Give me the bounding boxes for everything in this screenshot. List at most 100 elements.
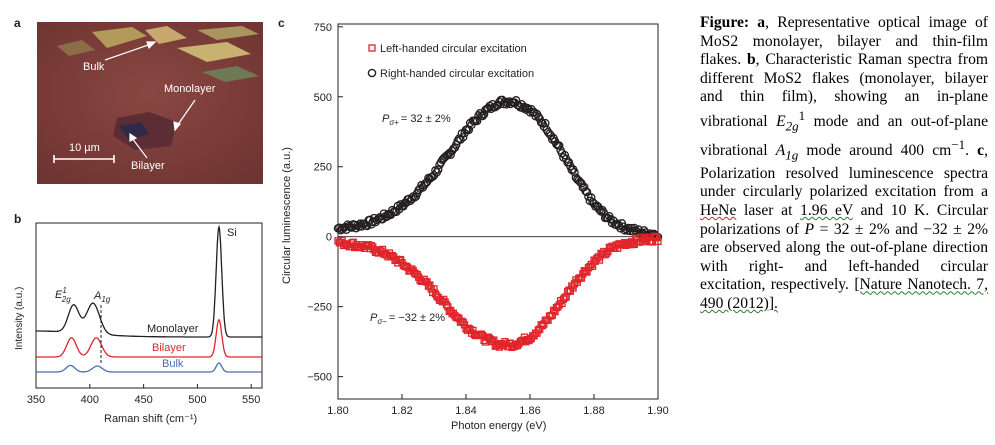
a1g-label: A1g [93, 290, 111, 304]
bilayer-curve-label: Bilayer [152, 342, 186, 354]
raman-x-tick-label: 450 [134, 394, 152, 406]
legend: Left-handed circular excitation Right-ha… [367, 43, 534, 80]
right-handed-point [474, 111, 483, 120]
caption-a1g: A [775, 142, 786, 160]
lum-plot-area [337, 23, 659, 400]
raman-x-tick-label: 350 [27, 394, 45, 406]
right-handed-point [442, 151, 451, 161]
caption-c-text: , Polarization resolved luminescence spe… [700, 142, 988, 201]
lum-x-tick-label: 1.86 [519, 405, 540, 417]
lum-y-tick-label: 500 [314, 92, 332, 104]
caption-cm-sup: −1 [951, 136, 966, 152]
bulk-flake [202, 66, 259, 82]
bulk-flake [177, 42, 251, 62]
panel-a-letter: a [14, 16, 21, 30]
lum-x-axis-label: Photon energy (eV) [451, 420, 546, 432]
lum-x-tick-label: 1.80 [327, 405, 348, 417]
legend-circle-marker [367, 68, 377, 78]
right-handed-point [410, 193, 419, 202]
caption-citation: [Nature Nanotech. 7, 490 (2012)]. [700, 276, 988, 312]
legend-right-handed: Right-handed circular excitation [380, 68, 534, 80]
raman-x-axis-label: Raman shift (cm⁻¹) [104, 413, 197, 425]
lum-x-tick-label: 1.82 [391, 405, 412, 417]
optical-image: Bulk Monolayer Bilayer 10 µm [37, 22, 263, 184]
right-handed-point [445, 149, 454, 158]
bulk-curve-label: Bulk [162, 358, 184, 370]
lum-y-tick-label: 250 [314, 162, 332, 174]
left-handed-point [577, 274, 586, 282]
caption-b-letter: b [746, 51, 756, 69]
bulk-label: Bulk [83, 61, 105, 73]
left-handed-point [652, 233, 661, 242]
caption-e2g-sup: 1 [798, 107, 806, 123]
left-handed-point [426, 281, 434, 289]
caption-and-k: and 10 K. Circular polarizations of [700, 201, 988, 238]
right-handed-point [582, 187, 592, 197]
raman-x-tick-label: 500 [188, 394, 206, 406]
bulk-flake [197, 26, 259, 40]
panel-b-letter: b [14, 212, 22, 226]
left-handed-point [569, 284, 577, 292]
caption-a1g-sub: 1g [785, 147, 799, 163]
bulk-arrow [104, 43, 152, 61]
caption-figure-label: Figure: [700, 14, 750, 31]
right-handed-point [554, 141, 564, 150]
right-handed-point [517, 99, 526, 109]
panel-c-letter: c [278, 16, 285, 30]
raman-curve-monolayer [36, 224, 262, 338]
raman-chart: 350 400 450 500 550 E1 2g A1g Si Monolayer Bi… [14, 222, 263, 425]
right-handed-point [560, 150, 570, 160]
caption-a-letter: a [757, 14, 766, 31]
lum-y-tick-label: 750 [314, 22, 332, 34]
bulk-flake [92, 27, 147, 48]
caption-p-values: = 32 ± 2% and −32 ± 2% are observed alon… [700, 220, 988, 294]
caption-laser-text: laser at [744, 201, 793, 219]
caption-hene: HeNe [700, 201, 737, 219]
caption-b-text: , Characteristic Raman spectra from diff… [700, 51, 988, 131]
right-handed-point [595, 205, 604, 215]
right-handed-point [570, 168, 579, 177]
right-handed-point [546, 131, 556, 140]
right-handed-point [592, 201, 602, 210]
right-handed-point [472, 116, 482, 126]
right-handed-point [458, 133, 468, 142]
right-handed-point [564, 158, 574, 167]
lum-y-axis-label: Circular luminescence (a.u.) [281, 147, 293, 284]
p-minus-annotation: Pσ− = −32 ± 2% [370, 312, 445, 326]
right-handed-point [392, 207, 401, 217]
caption-p-symbol: P [804, 220, 815, 238]
monolayer-label: Monolayer [164, 83, 216, 95]
right-handed-point [433, 165, 443, 174]
legend-left-handed: Left-handed circular excitation [380, 43, 527, 55]
raman-x-tick-label: 550 [242, 394, 260, 406]
lum-y-tick-label: −250 [307, 302, 332, 314]
scale-bar-label: 10 µm [69, 142, 100, 154]
right-handed-point [522, 103, 532, 113]
lum-y-tick-label: −500 [307, 372, 332, 384]
bilayer-arrow [131, 137, 148, 159]
luminescence-chart: 1.80 1.82 1.84 1.86 1.88 1.90 750 500 250 0 −250 −5… [281, 22, 669, 432]
right-handed-point [574, 176, 583, 185]
caption-c-letter: c [977, 142, 985, 160]
p-plus-annotation: Pσ+ = 32 ± 2% [382, 113, 451, 127]
lum-x-tick-label: 1.88 [583, 405, 604, 417]
raman-curve-bulk [36, 362, 262, 373]
caption-e2g-sub: 2g [785, 118, 799, 134]
lum-x-tick-label: 1.84 [455, 405, 476, 417]
si-label: Si [227, 227, 237, 239]
raman-curve-bilayer [36, 318, 262, 358]
left-handed-point [430, 285, 438, 293]
legend-square-marker [368, 44, 376, 52]
raman-x-tick-label: 400 [81, 394, 99, 406]
raman-y-axis-label: Intensity (a.u.) [14, 287, 25, 350]
right-handed-point [372, 215, 382, 225]
caption-e2g: E [776, 113, 786, 131]
bulk-flake [145, 26, 187, 44]
bulk-flake [57, 40, 95, 56]
left-handed-point [654, 237, 662, 246]
caption-ev: 1.96 eV [800, 201, 853, 219]
caption-mode-text: mode and an out-of-plane vibrational [700, 113, 988, 160]
lum-y-tick-label: 0 [326, 232, 332, 244]
caption-mode-around: mode around 400 cm [806, 142, 952, 160]
lum-x-tick-label: 1.90 [647, 405, 668, 417]
